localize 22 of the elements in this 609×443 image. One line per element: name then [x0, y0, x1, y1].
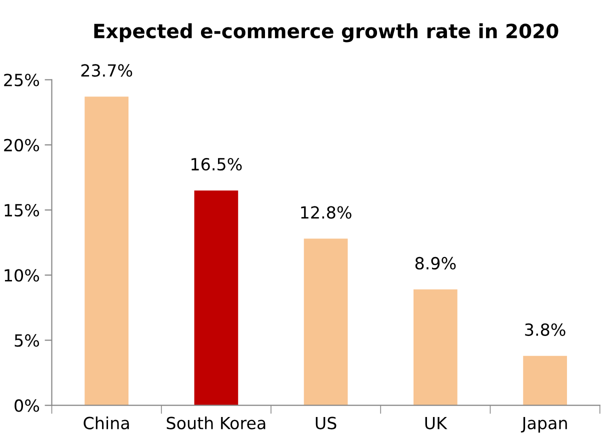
- x-tick-label: Japan: [520, 416, 567, 433]
- x-tick-label: South Korea: [166, 416, 266, 430]
- y-tick-label: 5%: [14, 334, 40, 347]
- bar: [194, 190, 238, 406]
- data-label: 12.8%: [301, 206, 352, 219]
- x-tick-label: US: [316, 416, 336, 430]
- y-tick-label: 0%: [14, 399, 40, 412]
- y-tick-label: 20%: [4, 138, 40, 152]
- bar: [304, 238, 348, 406]
- bar: [523, 356, 567, 406]
- data-label: 16.5%: [192, 158, 242, 171]
- bar: [414, 289, 458, 406]
- x-tick-label: UK: [425, 416, 448, 430]
- y-tick-label: 25%: [4, 74, 40, 86]
- y-tick-label: 15%: [4, 204, 40, 217]
- chart-title: Expected e-commerce growth rate in 2020: [94, 23, 558, 42]
- bar: [84, 96, 128, 406]
- x-tick-label: China: [84, 416, 129, 430]
- y-tick-label: 10%: [4, 269, 40, 282]
- data-label: 8.9%: [415, 256, 456, 270]
- data-label: 3.8%: [525, 323, 566, 336]
- data-label: 23.7%: [81, 64, 132, 77]
